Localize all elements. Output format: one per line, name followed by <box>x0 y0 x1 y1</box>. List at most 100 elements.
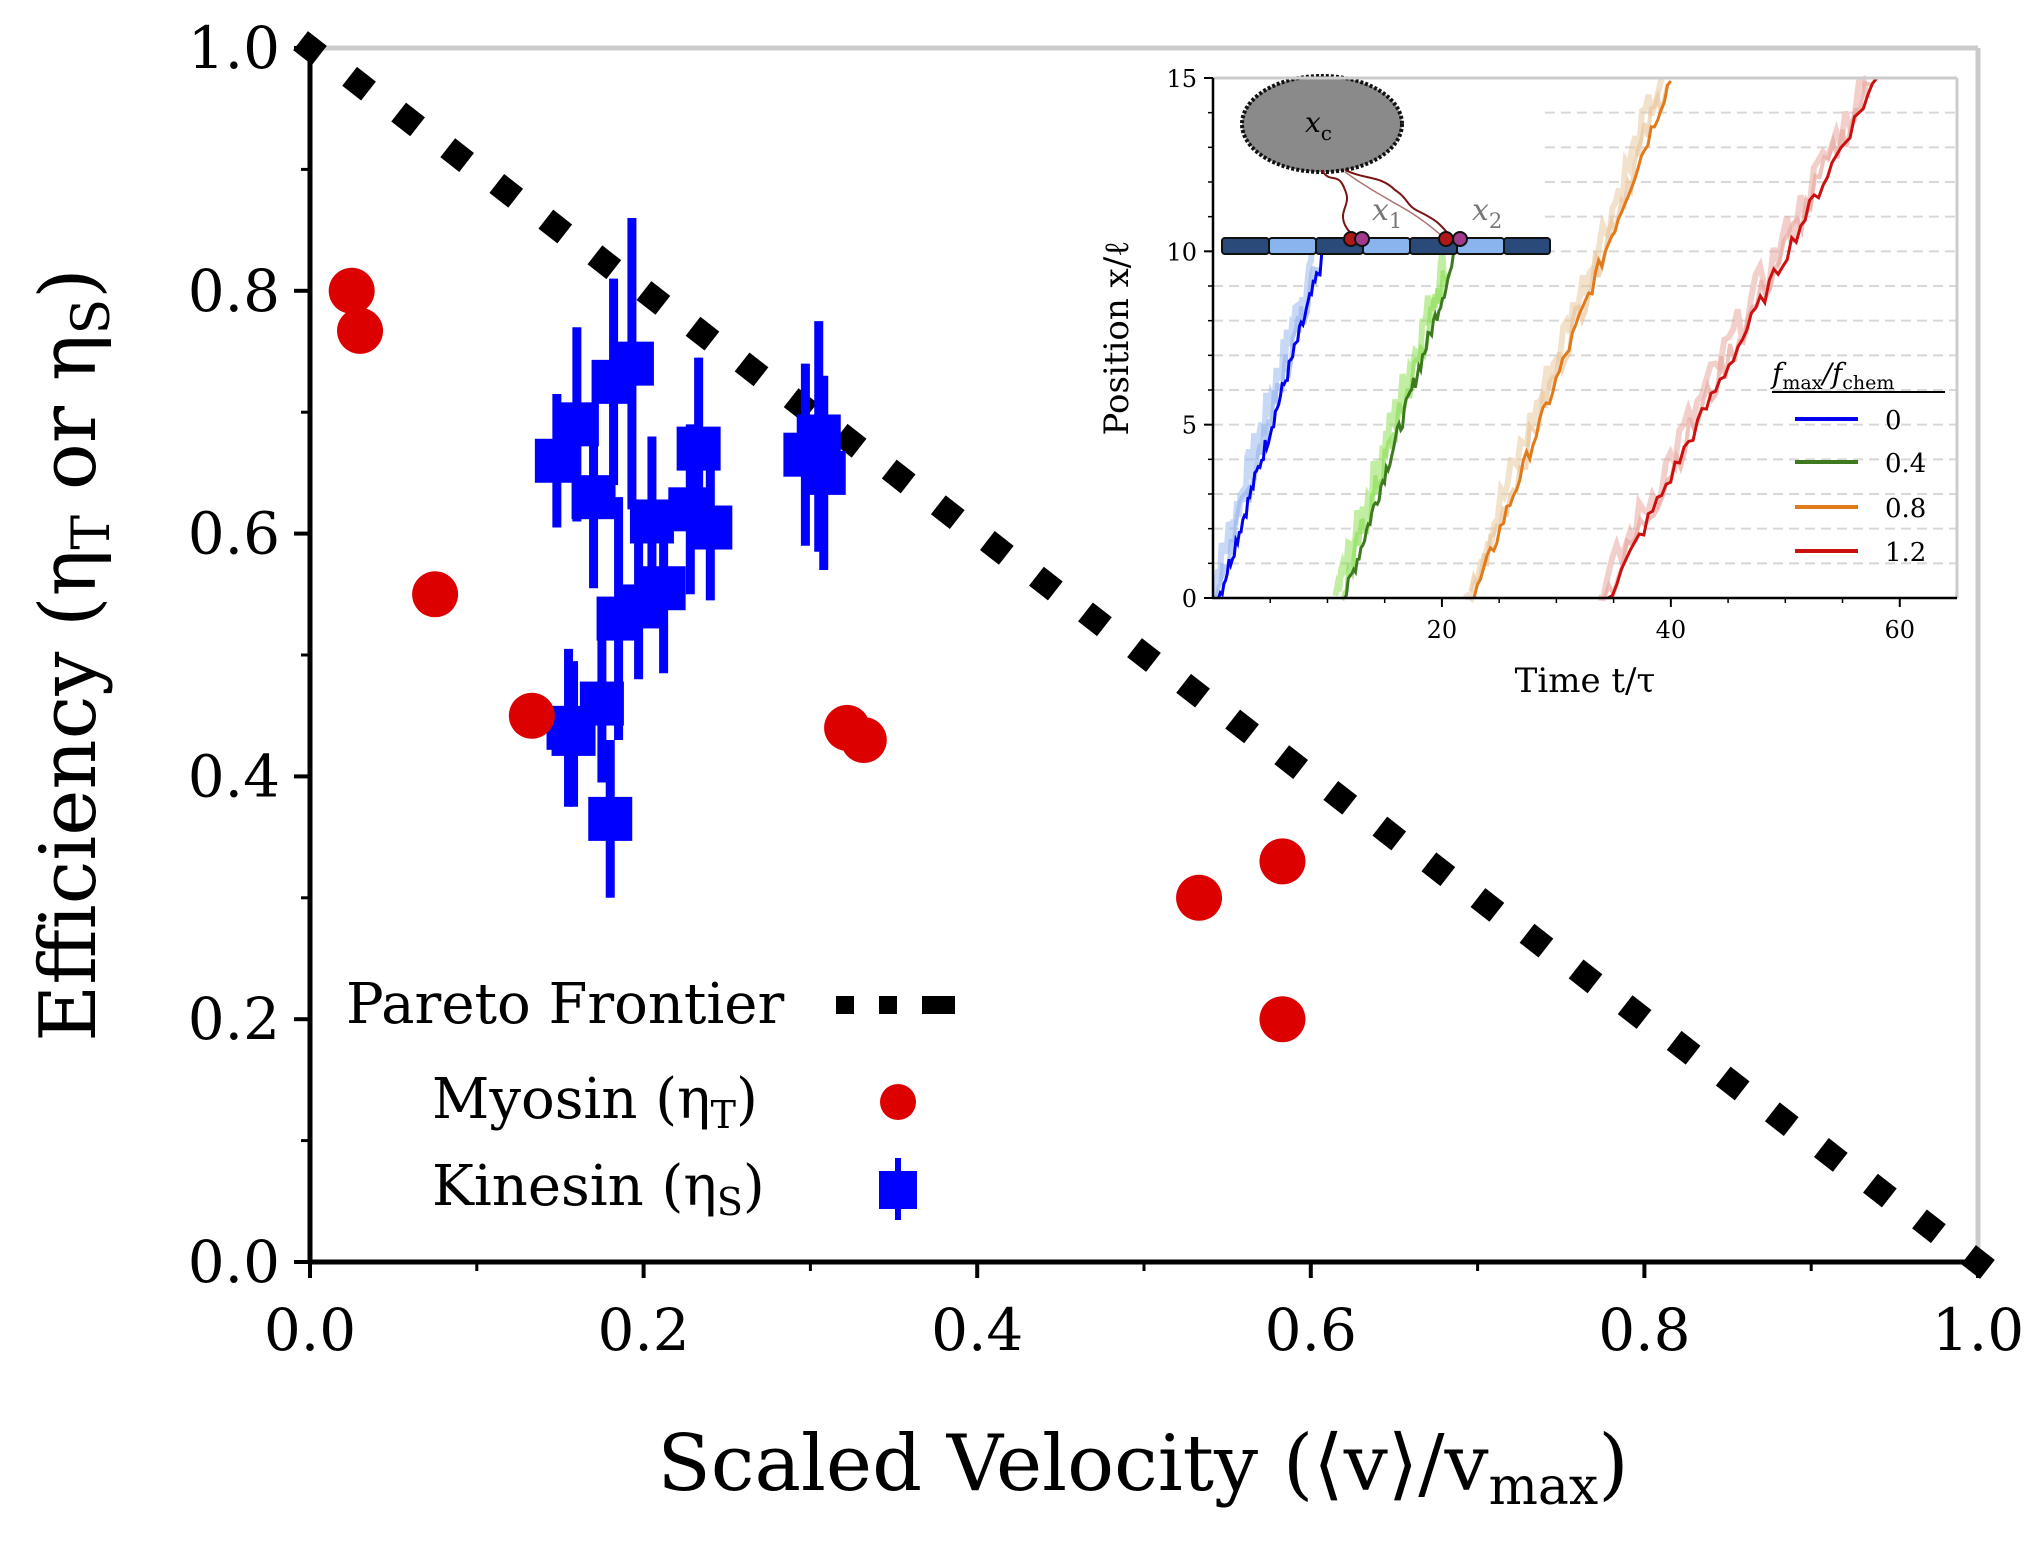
y-axis-label: Efficiency (ηT or ηS) <box>24 268 122 1041</box>
inset-trace <box>1602 80 1874 600</box>
pareto-dot <box>1764 1102 1799 1137</box>
kinesin-point <box>609 217 654 510</box>
inset-legend: fmax/fchem 0 0.4 0.8 1.2 <box>1770 357 1945 568</box>
y-axis-label-mid: or η <box>24 334 114 515</box>
pareto-dot <box>1568 959 1603 994</box>
pareto-dot <box>1029 566 1063 601</box>
y-tick-label: 0.0 <box>188 1228 280 1296</box>
kinesin-marker <box>571 475 616 520</box>
inset-trace <box>1468 83 1670 592</box>
kinesin-series <box>534 217 846 898</box>
inset-y-axis-label: Position x/ℓ <box>1097 241 1137 436</box>
x-axis-label-close: ) <box>1598 1419 1628 1509</box>
head-1-label: x1 <box>1372 193 1402 233</box>
head-2-label: x2 <box>1472 193 1502 233</box>
inset-gridlines <box>1213 111 1957 565</box>
pareto-dot <box>734 352 769 387</box>
pareto-dot <box>930 495 965 530</box>
y-axis-label-text: Efficiency (η <box>24 550 114 1042</box>
x-axis-label-text: Scaled Velocity (⟨v⟩/v <box>657 1419 1488 1509</box>
inset-y-tick-label: 5 <box>1182 412 1197 440</box>
inset-chart: xc x1 x2 <box>1097 65 1959 701</box>
tether-3 <box>1344 171 1448 241</box>
inset-trace <box>1462 77 1665 604</box>
inset-y-tick-label: 10 <box>1166 238 1197 266</box>
pareto-dot <box>979 531 1014 565</box>
kinesin-marker <box>588 796 633 841</box>
legend-label-pareto: Pareto Frontier <box>346 972 784 1037</box>
inset-legend-label-12: 1.2 <box>1885 538 1926 568</box>
inset-trace <box>1472 80 1672 599</box>
pareto-frontier-line <box>293 31 1995 1279</box>
motor-head-2b <box>1452 231 1468 247</box>
y-tick-label: 0.2 <box>188 985 280 1053</box>
inset-trace <box>1212 242 1316 598</box>
pareto-dot <box>1078 602 1112 637</box>
y-axis-label-sub-s: S <box>62 299 122 335</box>
inset-legend-label-04: 0.4 <box>1885 449 1926 479</box>
x-tick-label: 1.0 <box>1932 1296 2024 1364</box>
pareto-dot <box>1323 780 1358 815</box>
legend-marker-kinesin <box>879 1158 917 1220</box>
pareto-dot <box>587 245 622 280</box>
x-tick-label: 0.2 <box>597 1296 689 1364</box>
pareto-dot <box>1715 1066 1750 1101</box>
microtubule-track <box>1221 237 1551 255</box>
inset-y-tick-label: 15 <box>1166 65 1197 93</box>
legend-marker-myosin <box>880 1084 916 1120</box>
pareto-dot <box>1176 673 1210 708</box>
legend-label-myosin: Myosin (ηT) <box>432 1067 758 1137</box>
inset-legend-label-0: 0 <box>1885 406 1902 436</box>
x-axis-label-sub: max <box>1489 1457 1599 1517</box>
myosin-series <box>328 267 1306 1043</box>
myosin-point <box>1176 874 1223 921</box>
pareto-dot <box>1617 995 1652 1029</box>
y-axis-label-sub-t: T <box>62 515 122 550</box>
kinesin-marker <box>688 505 733 550</box>
pareto-dot <box>636 281 671 315</box>
inset-axis-ticks: 20 40 60 0 5 10 15 <box>1166 65 1915 644</box>
motor-diagram: xc x1 x2 <box>1221 74 1551 255</box>
inset-trace <box>1343 253 1455 599</box>
kinesin-point <box>801 375 846 571</box>
inset-trajectories <box>1212 74 1879 604</box>
inset-x-tick-label: 60 <box>1884 616 1915 644</box>
legend-label-kinesin: Kinesin (ηS) <box>432 1154 765 1224</box>
pareto-dot <box>538 209 573 244</box>
x-tick-label: 0.4 <box>931 1296 1023 1364</box>
pareto-dot <box>1666 1030 1701 1065</box>
kinesin-point <box>688 454 733 601</box>
kinesin-marker <box>609 341 654 386</box>
motor-head-1b <box>1354 231 1370 247</box>
x-tick-label: 0.0 <box>264 1296 356 1364</box>
pareto-dot <box>1372 816 1407 851</box>
pareto-dot <box>342 66 376 101</box>
myosin-point <box>412 571 459 618</box>
inset-trace <box>1213 266 1321 599</box>
myosin-point <box>337 307 384 354</box>
inset-x-tick-label: 20 <box>1427 616 1458 644</box>
pareto-dot <box>1225 709 1259 744</box>
pareto-dot <box>1274 745 1309 779</box>
inset-trace <box>1607 77 1879 600</box>
cargo-label: xc <box>1305 106 1332 145</box>
myosin-point <box>1259 996 1306 1043</box>
inset-x-tick-label: 40 <box>1656 616 1687 644</box>
y-tick-label: 0.8 <box>188 257 280 325</box>
tether-2 <box>1344 169 1453 239</box>
inset-x-axis-label: Time t/τ <box>1515 661 1656 701</box>
myosin-point <box>508 692 555 739</box>
inset-legend-label-08: 0.8 <box>1885 494 1926 524</box>
pareto-dot <box>1421 852 1456 887</box>
kinesin-point <box>588 739 633 898</box>
kinesin-marker <box>801 450 846 495</box>
inset-trace <box>1598 74 1871 602</box>
x-axis-label: Scaled Velocity (⟨v⟩/vmax) <box>657 1419 1628 1517</box>
myosin-point <box>840 716 887 763</box>
pareto-dot <box>1912 1209 1946 1244</box>
kinesin-point <box>571 406 616 589</box>
legend-marker-pareto <box>836 996 955 1014</box>
x-tick-label: 0.8 <box>1598 1296 1690 1364</box>
y-tick-label: 1.0 <box>188 14 280 82</box>
